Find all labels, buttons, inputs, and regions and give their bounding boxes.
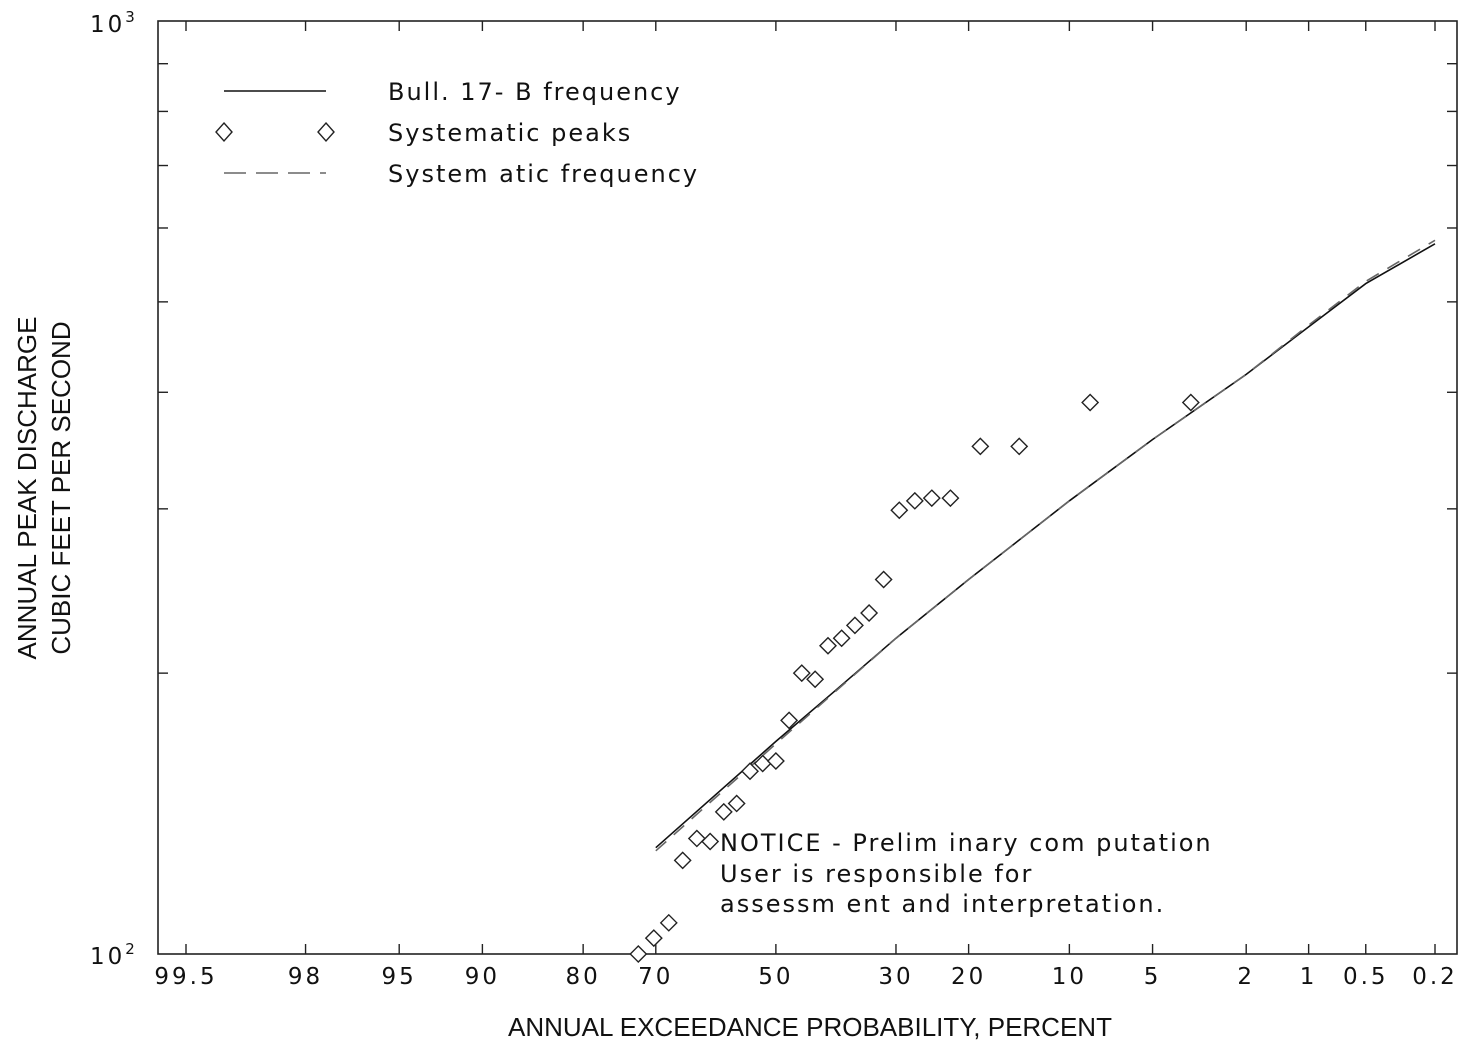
legend-diamond-swatch-right (317, 121, 335, 143)
x-tick-label: 1 (1300, 964, 1318, 990)
x-tick-label: 90 (465, 964, 500, 990)
series-layer (655, 239, 1436, 852)
systematic-peak-point (832, 629, 851, 648)
systematic-peak-point (1181, 393, 1200, 412)
legend-label-bull17b: Bull. 17- B frequency (388, 78, 682, 106)
x-tick-label: 50 (758, 964, 793, 990)
systematic-peak-point (890, 501, 909, 520)
systematic-peak-point (714, 802, 733, 821)
systematic-peak-point (1081, 393, 1100, 412)
systematic-peak-point (1010, 437, 1029, 456)
systematic-peak-point (741, 762, 759, 781)
systematic-peak-point (727, 794, 746, 813)
x-tick-labels: 99.5 98 95 90 80 70 50 30 20 10 5 2 1 0.5 0.2 (154, 964, 1458, 990)
peak-markers (629, 393, 1200, 963)
systematic-peak-point (941, 489, 960, 508)
systematic-peak-point (629, 945, 648, 963)
systematic-peak-point (922, 489, 941, 508)
x-tick-label: 0.5 (1343, 964, 1389, 990)
systematic-peak-point (971, 437, 990, 456)
axis-ticks (158, 21, 1457, 954)
x-tick-label: 98 (288, 964, 323, 990)
bull17b-frequency-line (655, 243, 1436, 849)
x-tick-label: 80 (566, 964, 601, 990)
y-tick-label-100: 102 (90, 940, 138, 970)
y-tick-labels: 102 103 (90, 8, 138, 970)
systematic-peak-point (874, 570, 893, 589)
notice-line-2: User is responsible for (720, 860, 1033, 888)
x-tick-label: 70 (638, 964, 673, 990)
systematic-peak-point (644, 929, 663, 948)
x-tick-label: 99.5 (154, 964, 217, 990)
systematic-peak-point (766, 752, 785, 771)
x-tick-label: 95 (382, 964, 417, 990)
notice-annotation: NOTICE - Prelim inary com putation User … (720, 829, 1213, 918)
x-axis-title: ANNUAL EXCEEDANCE PROBABILITY, PERCENT (508, 1012, 1112, 1042)
systematic-peak-point (780, 711, 799, 730)
legend-label-systematic-frequency: System atic frequency (388, 160, 699, 188)
x-tick-label: 5 (1144, 964, 1162, 990)
systematic-peak-point (819, 636, 837, 655)
legend-label-systematic-peaks: Systematic peaks (388, 119, 632, 147)
y-axis-title-line-1: ANNUAL PEAK DISCHARGE (12, 317, 42, 660)
legend: Bull. 17- B frequency Systematic peaks S… (215, 78, 699, 188)
x-tick-label: 10 (1052, 964, 1087, 990)
plot-frame (157, 20, 1458, 955)
systematic-peak-point (806, 670, 825, 689)
systematic-peak-point (701, 832, 720, 851)
legend-diamond-swatch-left (215, 121, 233, 143)
notice-line-1: NOTICE - Prelim inary com putation (720, 829, 1213, 857)
systematic-peak-point (687, 829, 706, 848)
notice-line-3: assessm ent and interpretation. (720, 890, 1165, 918)
systematic-peak-point (905, 491, 924, 510)
y-axis-title-line-2: CUBIC FEET PER SECOND (46, 321, 76, 654)
x-tick-label: 2 (1237, 964, 1255, 990)
systematic-peak-point (792, 664, 811, 683)
systematic-peak-point (860, 604, 879, 622)
x-tick-label: 0.2 (1412, 964, 1458, 990)
systematic-frequency-line (655, 239, 1436, 852)
x-tick-label: 20 (951, 964, 986, 990)
systematic-peak-point (659, 913, 678, 932)
y-tick-label-1000: 103 (90, 8, 138, 38)
systematic-peak-point (673, 851, 692, 870)
x-tick-label: 30 (878, 964, 913, 990)
systematic-peak-point (845, 616, 864, 635)
